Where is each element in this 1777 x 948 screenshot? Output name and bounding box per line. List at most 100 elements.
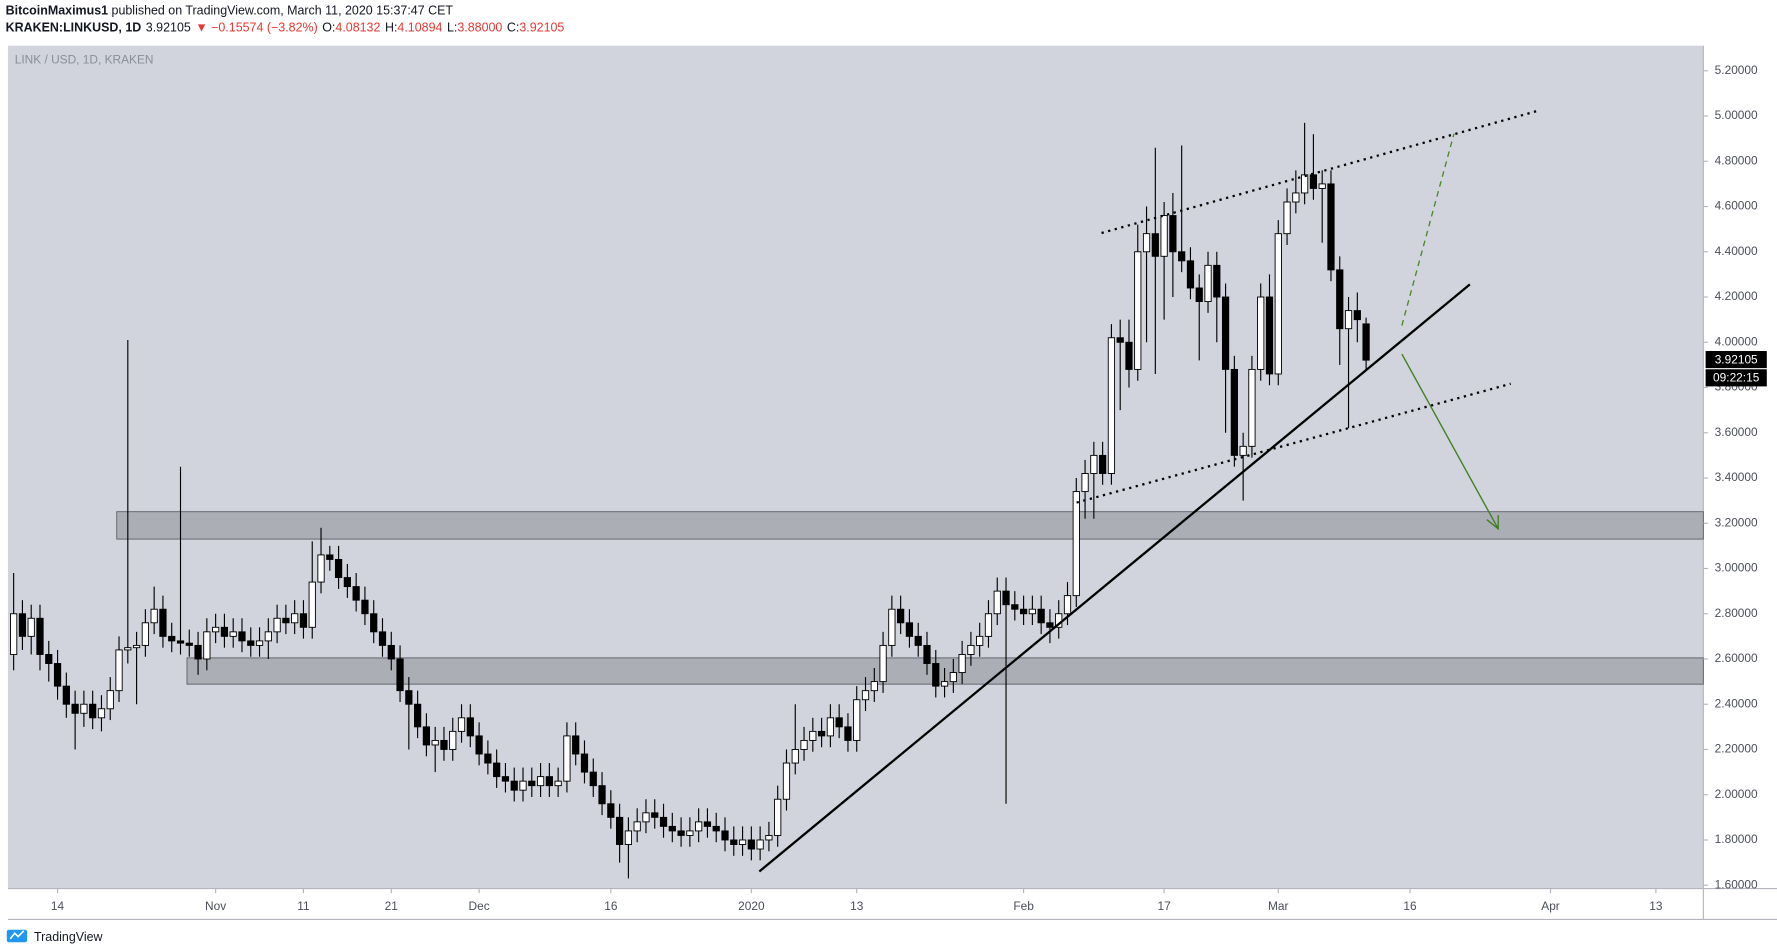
- candle-body: [36, 617, 44, 655]
- candle-body: [1151, 233, 1159, 257]
- last-price-label: 3.92105: [1715, 352, 1758, 366]
- y-tick-label: 2.60000: [1715, 651, 1758, 665]
- candle-body: [580, 753, 589, 773]
- candle-body: [607, 803, 615, 818]
- candle-body: [817, 730, 826, 737]
- candle-body: [958, 654, 966, 674]
- candle-body: [273, 617, 281, 633]
- candle-body: [27, 617, 35, 637]
- candle-body: [405, 690, 413, 705]
- candle-body: [1186, 260, 1195, 289]
- candle-body: [1002, 590, 1010, 606]
- candles: [10, 122, 1370, 879]
- x-tick-label: Apr: [1541, 899, 1560, 913]
- candle-body: [282, 617, 290, 624]
- footer-logo: [6, 929, 28, 943]
- y-tick-label: 2.80000: [1715, 606, 1758, 620]
- candle-body: [1327, 183, 1335, 271]
- candle-body: [229, 631, 237, 637]
- candle-body: [132, 644, 141, 649]
- y-tick-label: 5.20000: [1715, 63, 1758, 77]
- candle-body: [466, 717, 474, 737]
- candle-body: [203, 631, 211, 660]
- candle-body: [993, 590, 1001, 615]
- candle-body: [730, 839, 738, 845]
- candle-body: [317, 554, 325, 583]
- logo-mark: [9, 930, 25, 940]
- candle-body: [247, 640, 255, 646]
- ohlc-value: 3.88000: [457, 21, 502, 35]
- candle-body: [1274, 233, 1282, 375]
- candle-body: [71, 703, 79, 714]
- y-tick-label: 4.20000: [1715, 289, 1758, 303]
- candle-body: [1019, 608, 1028, 615]
- x-tick-label: Mar: [1268, 899, 1289, 913]
- candle-body: [686, 830, 694, 836]
- candle-body: [615, 816, 624, 845]
- author: BitcoinMaximus1: [6, 4, 108, 18]
- candle-body: [765, 834, 773, 841]
- candle-body: [1099, 454, 1107, 474]
- candle-body: [422, 726, 431, 746]
- candle-body: [624, 830, 633, 845]
- y-tick-label: 3.40000: [1715, 470, 1758, 484]
- x-tick-label: 13: [1649, 899, 1663, 913]
- candle-body: [370, 613, 378, 633]
- candle-body: [774, 798, 782, 836]
- y-tick-label: 4.00000: [1715, 334, 1758, 348]
- candle-body: [1257, 296, 1265, 370]
- x-tick-label: Nov: [205, 899, 226, 913]
- ohlc-label: L:: [447, 21, 457, 35]
- published: published on TradingView.com, March 11, …: [108, 4, 453, 18]
- candle-body: [949, 672, 957, 683]
- candle-body: [1353, 310, 1361, 321]
- candle-body: [291, 613, 299, 624]
- candle-body: [1178, 251, 1186, 262]
- candle-body: [361, 599, 369, 615]
- candle-body: [1213, 264, 1221, 298]
- candle-body: [1265, 296, 1274, 375]
- ohlc-label: O:: [322, 21, 335, 35]
- candle-body: [414, 703, 422, 728]
- y-tick-label: 1.60000: [1715, 877, 1758, 891]
- candle-body: [53, 663, 62, 687]
- candle-body: [1204, 264, 1212, 303]
- x-tick-label: 13: [850, 899, 864, 913]
- x-tick-label: 16: [1403, 899, 1417, 913]
- candle-body: [185, 642, 193, 646]
- candle-body: [299, 613, 308, 628]
- candle-body: [484, 753, 492, 764]
- candle-body: [18, 613, 27, 637]
- last-price: 3.92105: [146, 21, 191, 35]
- candle-body: [695, 821, 703, 832]
- candle-body: [1195, 287, 1203, 303]
- candle-body: [861, 690, 870, 701]
- candle-body: [1090, 454, 1098, 474]
- candle-body: [334, 558, 343, 579]
- candle-body: [449, 730, 457, 750]
- candle-body: [905, 622, 914, 637]
- candle-body: [967, 644, 975, 655]
- change: ▼ −0.15574 (−3.82%): [195, 21, 317, 35]
- ohlc-value: 4.10894: [397, 21, 442, 35]
- y-tick-label: 3.20000: [1715, 515, 1758, 529]
- candle-body: [1230, 368, 1238, 456]
- candle-body: [501, 776, 510, 782]
- candle-body: [835, 717, 843, 728]
- candle-body: [642, 812, 650, 823]
- candle-body: [493, 762, 501, 778]
- candle-body: [897, 608, 905, 624]
- last-price-box: [1705, 350, 1767, 369]
- candle-body: [1239, 445, 1247, 456]
- y-tick-label: 3.60000: [1715, 425, 1758, 439]
- candle-body: [1160, 215, 1168, 257]
- x-tick-label: Feb: [1013, 899, 1034, 913]
- y-tick-label: 4.60000: [1715, 199, 1758, 213]
- x-tick-label: Dec: [469, 899, 490, 913]
- candle-body: [703, 821, 712, 827]
- candle-body: [80, 703, 88, 714]
- footer-brand: TradingView: [34, 930, 103, 944]
- candle-body: [238, 631, 246, 642]
- candle-body: [791, 749, 799, 764]
- candle-body: [264, 631, 272, 642]
